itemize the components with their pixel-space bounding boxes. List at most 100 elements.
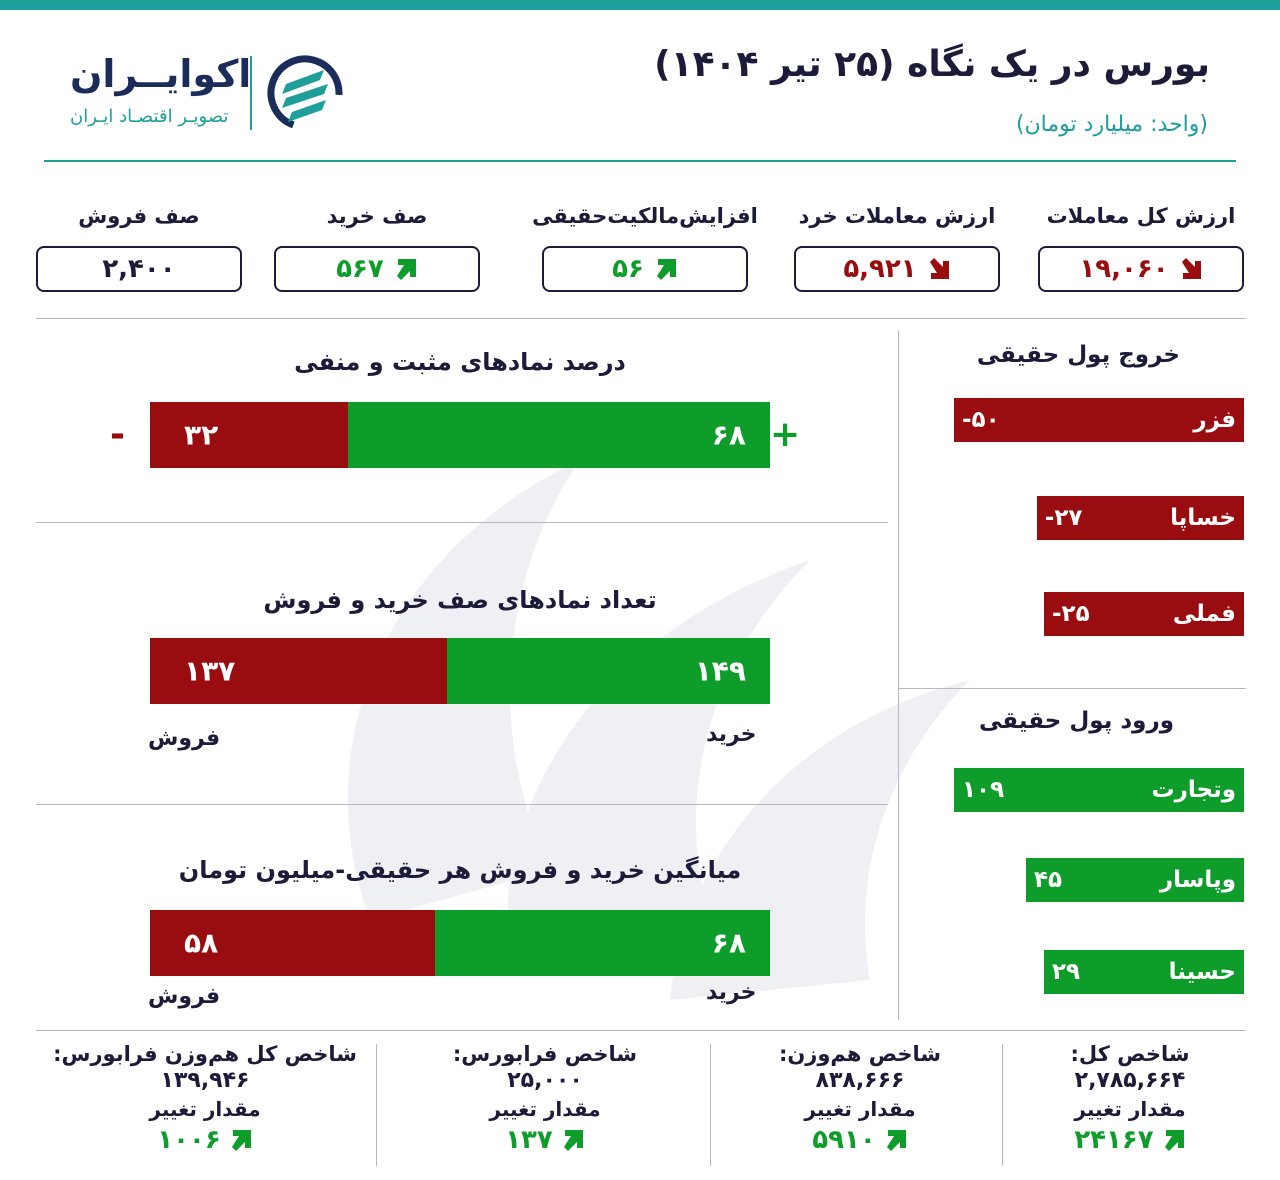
arrow-down-icon <box>929 258 949 279</box>
column-divider <box>376 1044 377 1166</box>
inflow-bar-vtejarat: ۱۰۹ وتجارت <box>954 768 1244 812</box>
index-change-value: ۲۴۱۶۷ <box>1074 1125 1154 1155</box>
plus-sign-label: + <box>770 414 801 455</box>
section-divider <box>36 318 1246 319</box>
inflow-value: ۲۹ <box>1052 959 1081 985</box>
header-divider <box>44 160 1236 162</box>
inflow-bar-vpasar: ۴۵ وپاسار <box>1026 858 1244 902</box>
stat-box-total-value: ۱۹,۰۶۰ <box>1038 246 1244 292</box>
index-farabourse: شاخص فرابورس: ۲۵,۰۰۰ مقدار تغییر ۱۳۷ <box>390 1042 700 1155</box>
chart-title-money-inflow: ورود پول حقیقی <box>978 708 1174 734</box>
index-value: ۸۳۸,۶۶۶ <box>815 1068 905 1093</box>
column-divider <box>710 1044 711 1166</box>
index-change-value: ۵۹۱۰ <box>812 1125 876 1155</box>
bar-segment-sell: ۵۸ <box>150 910 436 976</box>
column-divider <box>898 330 899 1020</box>
inflow-symbol: وتجارت <box>1151 777 1237 803</box>
section-divider <box>36 1030 1246 1031</box>
legend-sell-label: فروش <box>148 726 221 751</box>
index-change: ۱۰۰۶ <box>40 1125 370 1155</box>
brand-tagline: تصویـر اقتصـاد ایـران <box>70 106 229 127</box>
index-name: شاخص فرابورس: <box>452 1042 638 1066</box>
bar-value-label: ۳۲ <box>184 418 219 452</box>
stacked-bar-queue-counts: ۱۳۷ ۱۴۹ <box>150 638 770 704</box>
legend-sell-label: فروش <box>148 984 221 1009</box>
logo-divider <box>250 56 252 130</box>
index-change-label: مقدار تغییر <box>489 1097 601 1121</box>
arrow-up-icon <box>656 259 676 280</box>
index-change-label: مقدار تغییر <box>149 1097 261 1121</box>
stat-box-ownership-increase: ۵۶ <box>542 246 748 292</box>
index-change-value: ۱۳۷ <box>505 1125 553 1155</box>
stat-value: ۵۶ <box>612 254 644 284</box>
index-change: ۱۳۷ <box>390 1125 700 1155</box>
stat-box-sell-queue: ۲,۴۰۰ <box>36 246 242 292</box>
inflow-bar-hsina: ۲۹ حسینا <box>1044 950 1244 994</box>
arrow-up-icon <box>1164 1130 1184 1151</box>
chart-title-money-outflow: خروج پول حقیقی <box>976 342 1180 368</box>
index-value: ۱۳۹,۹۴۶ <box>160 1068 250 1093</box>
bar-value-label: ۶۸ <box>711 926 746 960</box>
bar-segment-positive: ۶۸ <box>348 402 770 468</box>
index-change: ۲۴۱۶۷ <box>1010 1125 1250 1155</box>
inflow-value: ۱۰۹ <box>962 777 1005 803</box>
minus-sign-label: - <box>110 414 125 455</box>
bar-value-label: ۱۴۹ <box>694 654 746 688</box>
unit-label: (واحد: میلیارد تومان) <box>1015 112 1208 137</box>
index-value: ۲,۷۸۵,۶۶۴ <box>1074 1068 1186 1093</box>
stacked-bar-average-trade: ۵۸ ۶۸ <box>150 910 770 976</box>
chart-title-average-trade: میانگین خرید و فروش هر حقیقی-میلیون توما… <box>178 856 742 884</box>
arrow-down-icon <box>1181 258 1201 279</box>
chart-title-positive-negative: درصد نمادهای مثبت و منفی <box>294 348 626 376</box>
bar-value-label: ۱۳۷ <box>184 654 236 688</box>
arrow-up-icon <box>396 259 416 280</box>
outflow-symbol: خساپا <box>1170 505 1236 531</box>
section-divider <box>898 688 1246 689</box>
bar-value-label: ۶۸ <box>711 418 746 452</box>
arrow-up-icon <box>563 1130 583 1151</box>
index-change-value: ۱۰۰۶ <box>157 1125 221 1155</box>
legend-buy-label: خرید <box>706 980 757 1005</box>
arrow-up-icon <box>886 1130 906 1151</box>
stat-value: ۲,۴۰۰ <box>102 254 176 284</box>
outflow-value: -۲۷ <box>1044 505 1083 531</box>
stat-value: ۵,۹۲۱ <box>843 254 917 284</box>
stat-box-retail-value: ۵,۹۲۱ <box>794 246 1000 292</box>
index-change-label: مقدار تغییر <box>1074 1097 1186 1121</box>
stat-label-buy-queue: صف خرید <box>326 204 428 228</box>
brand-name: اکوایــران <box>70 52 252 96</box>
arrow-up-icon <box>231 1130 251 1151</box>
stat-label-ownership-increase: افزایش‌مالکیت‌حقیقی <box>532 204 758 228</box>
index-value: ۲۵,۰۰۰ <box>507 1068 583 1093</box>
stat-value: ۵۶۷ <box>336 254 384 284</box>
page-title: بورس در یک نگاه (۲۵ تیر ۱۴۰۴) <box>654 44 1210 85</box>
chart-title-queue-counts: تعداد نمادهای صف خرید و فروش <box>263 586 657 614</box>
bar-segment-sell: ۱۳۷ <box>150 638 447 704</box>
top-accent-bar <box>0 0 1280 10</box>
stat-label-total-value: ارزش کل معاملات <box>1046 204 1236 228</box>
inflow-value: ۴۵ <box>1034 867 1063 893</box>
outflow-value: -۲۵ <box>1052 601 1090 627</box>
legend-buy-label: خرید <box>706 722 757 747</box>
index-name: شاخص کل: <box>1070 1042 1190 1066</box>
stacked-bar-positive-negative: ۳۲ ۶۸ <box>150 402 770 468</box>
bar-segment-negative: ۳۲ <box>150 402 349 468</box>
brand-logo-icon <box>267 55 343 131</box>
bar-segment-buy: ۶۸ <box>435 910 770 976</box>
section-divider <box>36 522 888 523</box>
inflow-symbol: وپاسار <box>1159 867 1236 893</box>
index-change-label: مقدار تغییر <box>804 1097 916 1121</box>
index-equal-weight: شاخص هم‌وزن: ۸۳۸,۶۶۶ مقدار تغییر ۵۹۱۰ <box>720 1042 1000 1155</box>
stat-box-buy-queue: ۵۶۷ <box>274 246 480 292</box>
bar-segment-buy: ۱۴۹ <box>446 638 770 704</box>
outflow-bar-fzar: -۵۰ فزر <box>954 398 1244 442</box>
index-farabourse-equal-weight: شاخص کل هم‌وزن فرابورس: ۱۳۹,۹۴۶ مقدار تغ… <box>40 1042 370 1155</box>
column-divider <box>1002 1044 1003 1166</box>
outflow-bar-khsapa: -۲۷ خساپا <box>1036 496 1244 540</box>
stat-label-sell-queue: صف فروش <box>78 204 200 228</box>
outflow-bar-femeli: -۲۵ فملی <box>1044 592 1244 636</box>
index-change: ۵۹۱۰ <box>720 1125 1000 1155</box>
outflow-symbol: فزر <box>1193 407 1236 433</box>
stat-value: ۱۹,۰۶۰ <box>1079 254 1169 284</box>
outflow-symbol: فملی <box>1172 601 1236 627</box>
